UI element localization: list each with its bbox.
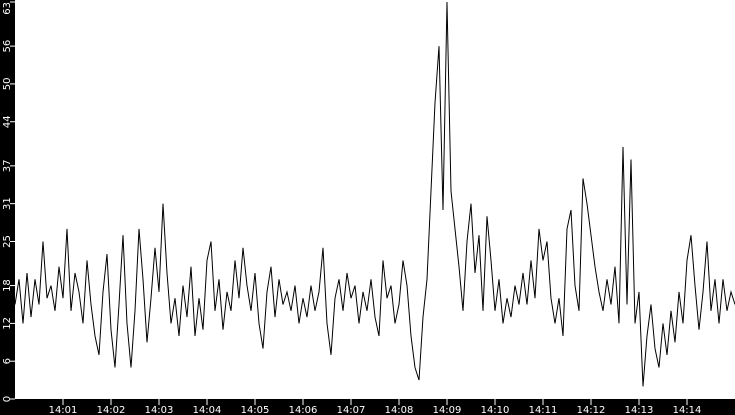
- x-tick-label: 14:11: [529, 405, 558, 415]
- x-tick-label: 14:10: [481, 405, 510, 415]
- x-axis: 14:01 14:02 14:03 14:04 14:05 14:06 14:07 14:08…: [49, 399, 702, 415]
- x-tick-label: 14:01: [49, 405, 78, 415]
- y-tick-label: 18: [2, 279, 13, 292]
- x-tick-label: 14:03: [145, 405, 174, 415]
- y-tick-label: 6: [2, 358, 13, 364]
- x-tick-label: 14:14: [673, 405, 702, 415]
- x-tick-label: 14:12: [577, 405, 606, 415]
- y-tick-label: 37: [2, 159, 13, 172]
- y-tick-label: 50: [2, 78, 13, 91]
- y-tick-label: 63: [2, 2, 13, 15]
- x-tick-label: 14:08: [385, 405, 414, 415]
- x-tick-label: 14:06: [289, 405, 318, 415]
- y-tick-label: 25: [2, 235, 13, 248]
- x-tick-label: 14:05: [241, 405, 270, 415]
- x-tick-label: 14:07: [337, 405, 366, 415]
- x-tick-label: 14:04: [193, 405, 222, 415]
- x-tick-label: 14:02: [97, 405, 126, 415]
- y-tick-label: 12: [2, 317, 13, 330]
- x-tick-label: 14:09: [433, 405, 462, 415]
- x-tick-label: 14:13: [625, 405, 654, 415]
- y-tick-label: 0: [2, 396, 13, 402]
- y-axis: 0 6 12 18 25 31 37 44 50 56 63: [2, 1, 15, 402]
- y-tick-label: 44: [2, 115, 13, 128]
- y-tick-label: 31: [2, 197, 13, 210]
- series-line: [14, 1, 735, 387]
- y-tick-label: 56: [2, 40, 13, 53]
- plot-area: [15, 0, 735, 399]
